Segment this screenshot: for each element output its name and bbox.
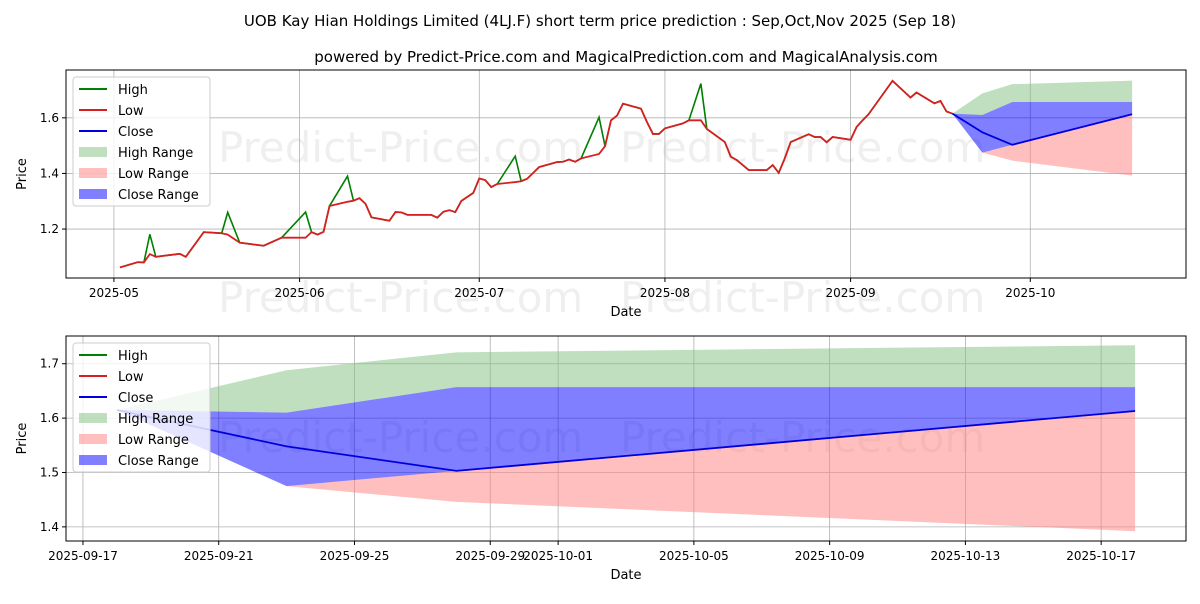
x-tick-label: 2025-08 [640,286,690,300]
legend-label: Close [118,125,153,140]
legend-label: Close Range [118,454,199,469]
chart-subtitle: powered by Predict-Price.com and Magical… [314,48,938,66]
legend-label: High [118,349,148,364]
legend-label: Low Range [118,433,189,448]
y-tick-label: 1.6 [40,411,59,425]
y-tick-label: 1.5 [40,465,59,479]
legend-label: Close Range [118,188,199,203]
y-tick-label: 1.2 [40,222,59,236]
x-tick-label: 2025-10-13 [931,549,1001,563]
y-tick-label: 1.6 [40,111,59,125]
x-axis-label: Date [610,568,641,583]
legend-patch-swatch [79,434,107,444]
y-tick-label: 1.4 [40,520,59,534]
top-chart-panel: Predict-Price.com Predict-Price.com Predic… [15,69,1187,322]
x-tick-label: 2025-09-21 [184,549,254,563]
y-tick-label: 1.7 [40,357,59,371]
x-tick-label: 2025-05 [89,286,139,300]
bottom-chart-panel: Predict-Price.comPredict-Price.com2025-0… [15,335,1187,583]
high-range-area [952,80,1133,116]
watermark-text: Predict-Price.com [620,123,985,172]
x-tick-label: 2025-09-17 [48,549,118,563]
legend: High Low Close High Range Low Range Close Ran… [72,342,211,473]
legend-label: Low [118,104,144,119]
x-tick-label: 2025-09-25 [320,549,390,563]
plot-frame [65,69,1187,279]
legend-box [72,342,211,473]
legend-label: High Range [118,146,193,161]
y-axis-label: Price [15,158,30,190]
low-range-area [952,113,1133,176]
y-tick-label: 1.4 [40,166,59,180]
x-tick-label: 2025-10-05 [659,549,729,563]
x-tick-label: 2025-10-17 [1066,549,1136,563]
x-tick-label: 2025-07 [454,286,504,300]
y-axis-label: Price [15,423,30,455]
x-axis-label: Date [610,305,641,320]
chart-title: UOB Kay Hian Holdings Limited (4LJ.F) sh… [244,12,956,30]
legend-label: High Range [118,412,193,427]
plot-frame [65,335,1187,542]
plot-area [116,345,1136,532]
legend-patch-swatch [79,413,107,423]
x-tick-label: 2025-09 [826,286,876,300]
x-tick-label: 2025-06 [275,286,325,300]
high-line [119,79,953,269]
x-tick-label: 2025-10-09 [795,549,865,563]
watermark-text: Predict-Price.com [620,273,985,322]
legend-label: Low [118,370,144,385]
high-range-area [116,345,1136,413]
x-tick-label: 2025-09-29 [455,549,525,563]
watermark-text: Predict-Price.com [218,123,583,172]
legend-patch-swatch [79,168,107,178]
low-range-area [116,409,1136,532]
x-tick-label: 2025-10-01 [523,549,593,563]
plot-area [119,79,1133,269]
legend-label: Low Range [118,167,189,182]
legend: High Low Close High Range Low Range Close Ran… [72,76,211,207]
low-line [119,79,953,269]
legend-patch-swatch [79,189,107,199]
close-line [951,112,1133,146]
watermark-text: Predict-Price.com [218,273,583,322]
close-range-area [952,101,1133,153]
legend-patch-swatch [79,147,107,157]
legend-label: High [118,83,148,98]
legend-box [72,76,211,207]
legend-patch-swatch [79,455,107,465]
x-tick-label: 2025-10 [1005,286,1055,300]
legend-label: Close [118,391,153,406]
close-range-area [116,387,1136,487]
